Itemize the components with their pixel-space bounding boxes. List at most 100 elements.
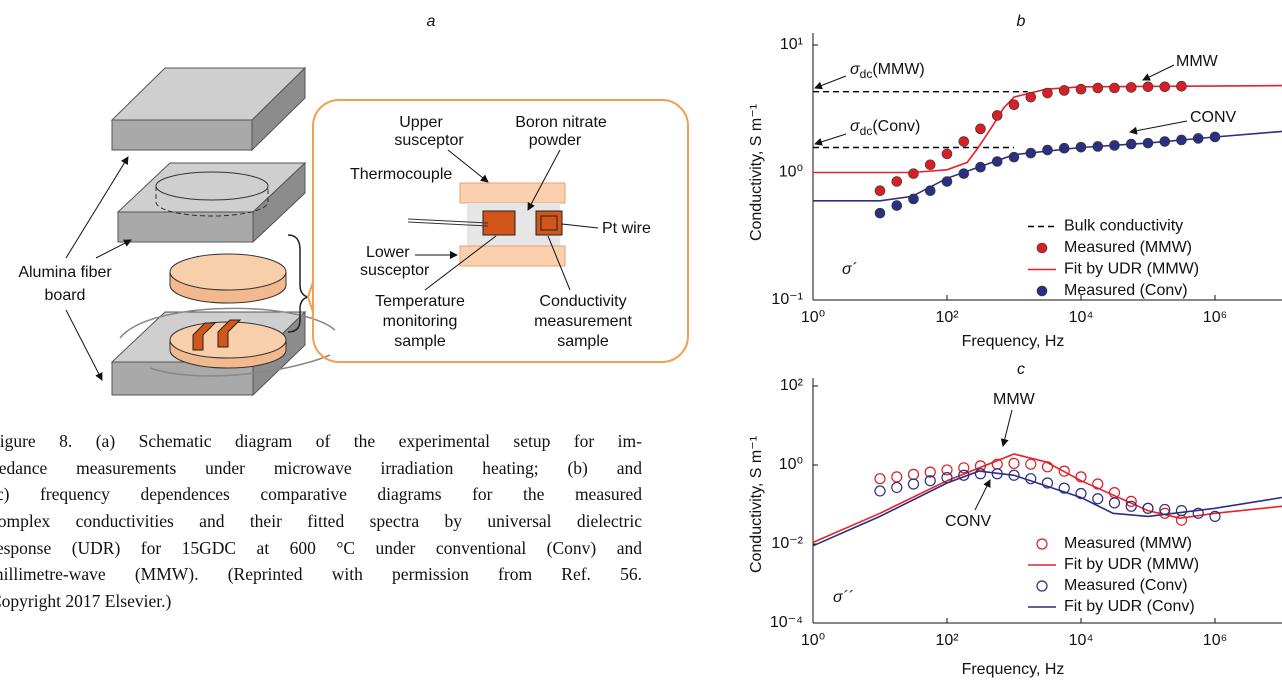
data-point	[1041, 461, 1054, 473]
data-point	[991, 156, 1003, 167]
y-axis-label: Conductivity, S m⁻¹	[748, 436, 765, 573]
y-axis-label: Conductivity, S m⁻¹	[748, 104, 765, 241]
data-point	[1075, 83, 1087, 95]
label: Boron nitrate	[515, 114, 607, 131]
data-point	[1125, 500, 1137, 512]
data-point	[1125, 138, 1137, 150]
data-point	[1125, 495, 1137, 507]
data-point	[908, 193, 919, 205]
caption: Figure 8. (a) Schematic diagram of the e…	[0, 428, 642, 615]
annotation-part: (MMW)	[872, 61, 924, 78]
callout-pointer	[306, 281, 314, 313]
data-point	[975, 123, 986, 135]
annotation: MMW	[993, 391, 1036, 408]
data-point	[941, 464, 953, 476]
data-point	[874, 485, 886, 497]
pointer	[95, 239, 132, 259]
cavity-hidden	[155, 186, 269, 217]
annotation: σdc(Conv)	[850, 118, 920, 138]
label: monitoring	[383, 313, 458, 330]
legend-marker	[1036, 538, 1048, 550]
label: measurement	[534, 313, 632, 330]
label: Alumina fiber	[18, 264, 112, 281]
data-point	[1142, 502, 1154, 514]
data-point	[1142, 137, 1154, 149]
data-point	[975, 161, 986, 173]
annotation-part: σ	[850, 61, 861, 78]
data-point	[1092, 141, 1104, 152]
legend-marker	[1036, 242, 1048, 254]
data-point	[941, 148, 953, 160]
annotation: σ´´	[833, 589, 854, 606]
thermocouple-wire	[407, 218, 489, 224]
label: susceptor	[394, 132, 464, 149]
annotation-part: dc	[860, 124, 873, 138]
pointer	[527, 149, 561, 211]
annotation-arrow	[814, 75, 847, 90]
pointer	[65, 309, 103, 381]
data-point	[1109, 140, 1120, 151]
legend-marker	[1036, 285, 1048, 297]
wire	[149, 354, 331, 377]
data-point	[958, 469, 970, 481]
data-point	[1159, 136, 1171, 147]
temperature-sample	[482, 210, 516, 236]
data-point	[1142, 81, 1154, 93]
sample-block	[192, 322, 217, 351]
data-point	[1075, 471, 1087, 483]
data-point	[1042, 87, 1053, 99]
data-point	[1125, 82, 1137, 93]
x-tick-label: 10⁰	[801, 309, 825, 326]
data-point	[1159, 503, 1171, 516]
fit-line	[812, 470, 1282, 547]
board-front	[117, 211, 254, 243]
label: Temperature	[375, 293, 465, 310]
data-point	[1008, 457, 1020, 469]
x-tick-label: 10⁶	[1203, 309, 1227, 326]
lower-susceptor	[459, 245, 566, 267]
wire	[119, 307, 336, 339]
data-point	[907, 478, 920, 490]
data-point	[891, 481, 903, 494]
pointer	[447, 149, 489, 183]
data-point	[958, 136, 970, 147]
board-side	[252, 161, 306, 244]
data-point	[1176, 134, 1187, 146]
pointer	[424, 235, 497, 291]
sample-block	[217, 319, 242, 348]
x-tick-label: 10⁰	[801, 632, 825, 649]
data-point	[1092, 478, 1104, 490]
legend-label: Fit by UDR (MMW)	[1064, 556, 1199, 573]
y-tick-label: 10⁻¹	[771, 291, 803, 308]
data-point	[1025, 473, 1037, 485]
data-point	[1058, 482, 1070, 494]
upper-susceptor	[459, 182, 566, 204]
panel-label: a	[427, 13, 436, 30]
annotation-arrow	[1129, 120, 1188, 135]
label: Thermocouple	[350, 166, 452, 183]
y-tick-label: 10²	[780, 377, 804, 394]
annotation: σ´	[842, 261, 858, 278]
annotation-part: σ	[850, 118, 861, 135]
x-axis-label: Frequency, Hz	[962, 661, 1065, 678]
data-point	[1192, 133, 1204, 144]
annotation: CONV	[945, 513, 992, 530]
pointer	[561, 223, 599, 229]
data-point	[1008, 151, 1020, 163]
annotation-arrow	[974, 479, 991, 511]
pointer	[65, 156, 129, 259]
label: sample	[557, 333, 609, 350]
x-tick-label: 10²	[935, 632, 959, 649]
data-point	[907, 468, 920, 480]
data-point	[1176, 80, 1187, 92]
caption-line: pedance measurements under microwave irr…	[0, 457, 642, 478]
label: Pt wire	[602, 220, 651, 237]
y-tick-label: 10⁰	[779, 164, 803, 181]
data-point	[1041, 477, 1054, 489]
data-point	[874, 473, 886, 485]
data-point	[1042, 144, 1053, 156]
chart-title: b	[1017, 13, 1026, 30]
pointer	[547, 235, 571, 291]
